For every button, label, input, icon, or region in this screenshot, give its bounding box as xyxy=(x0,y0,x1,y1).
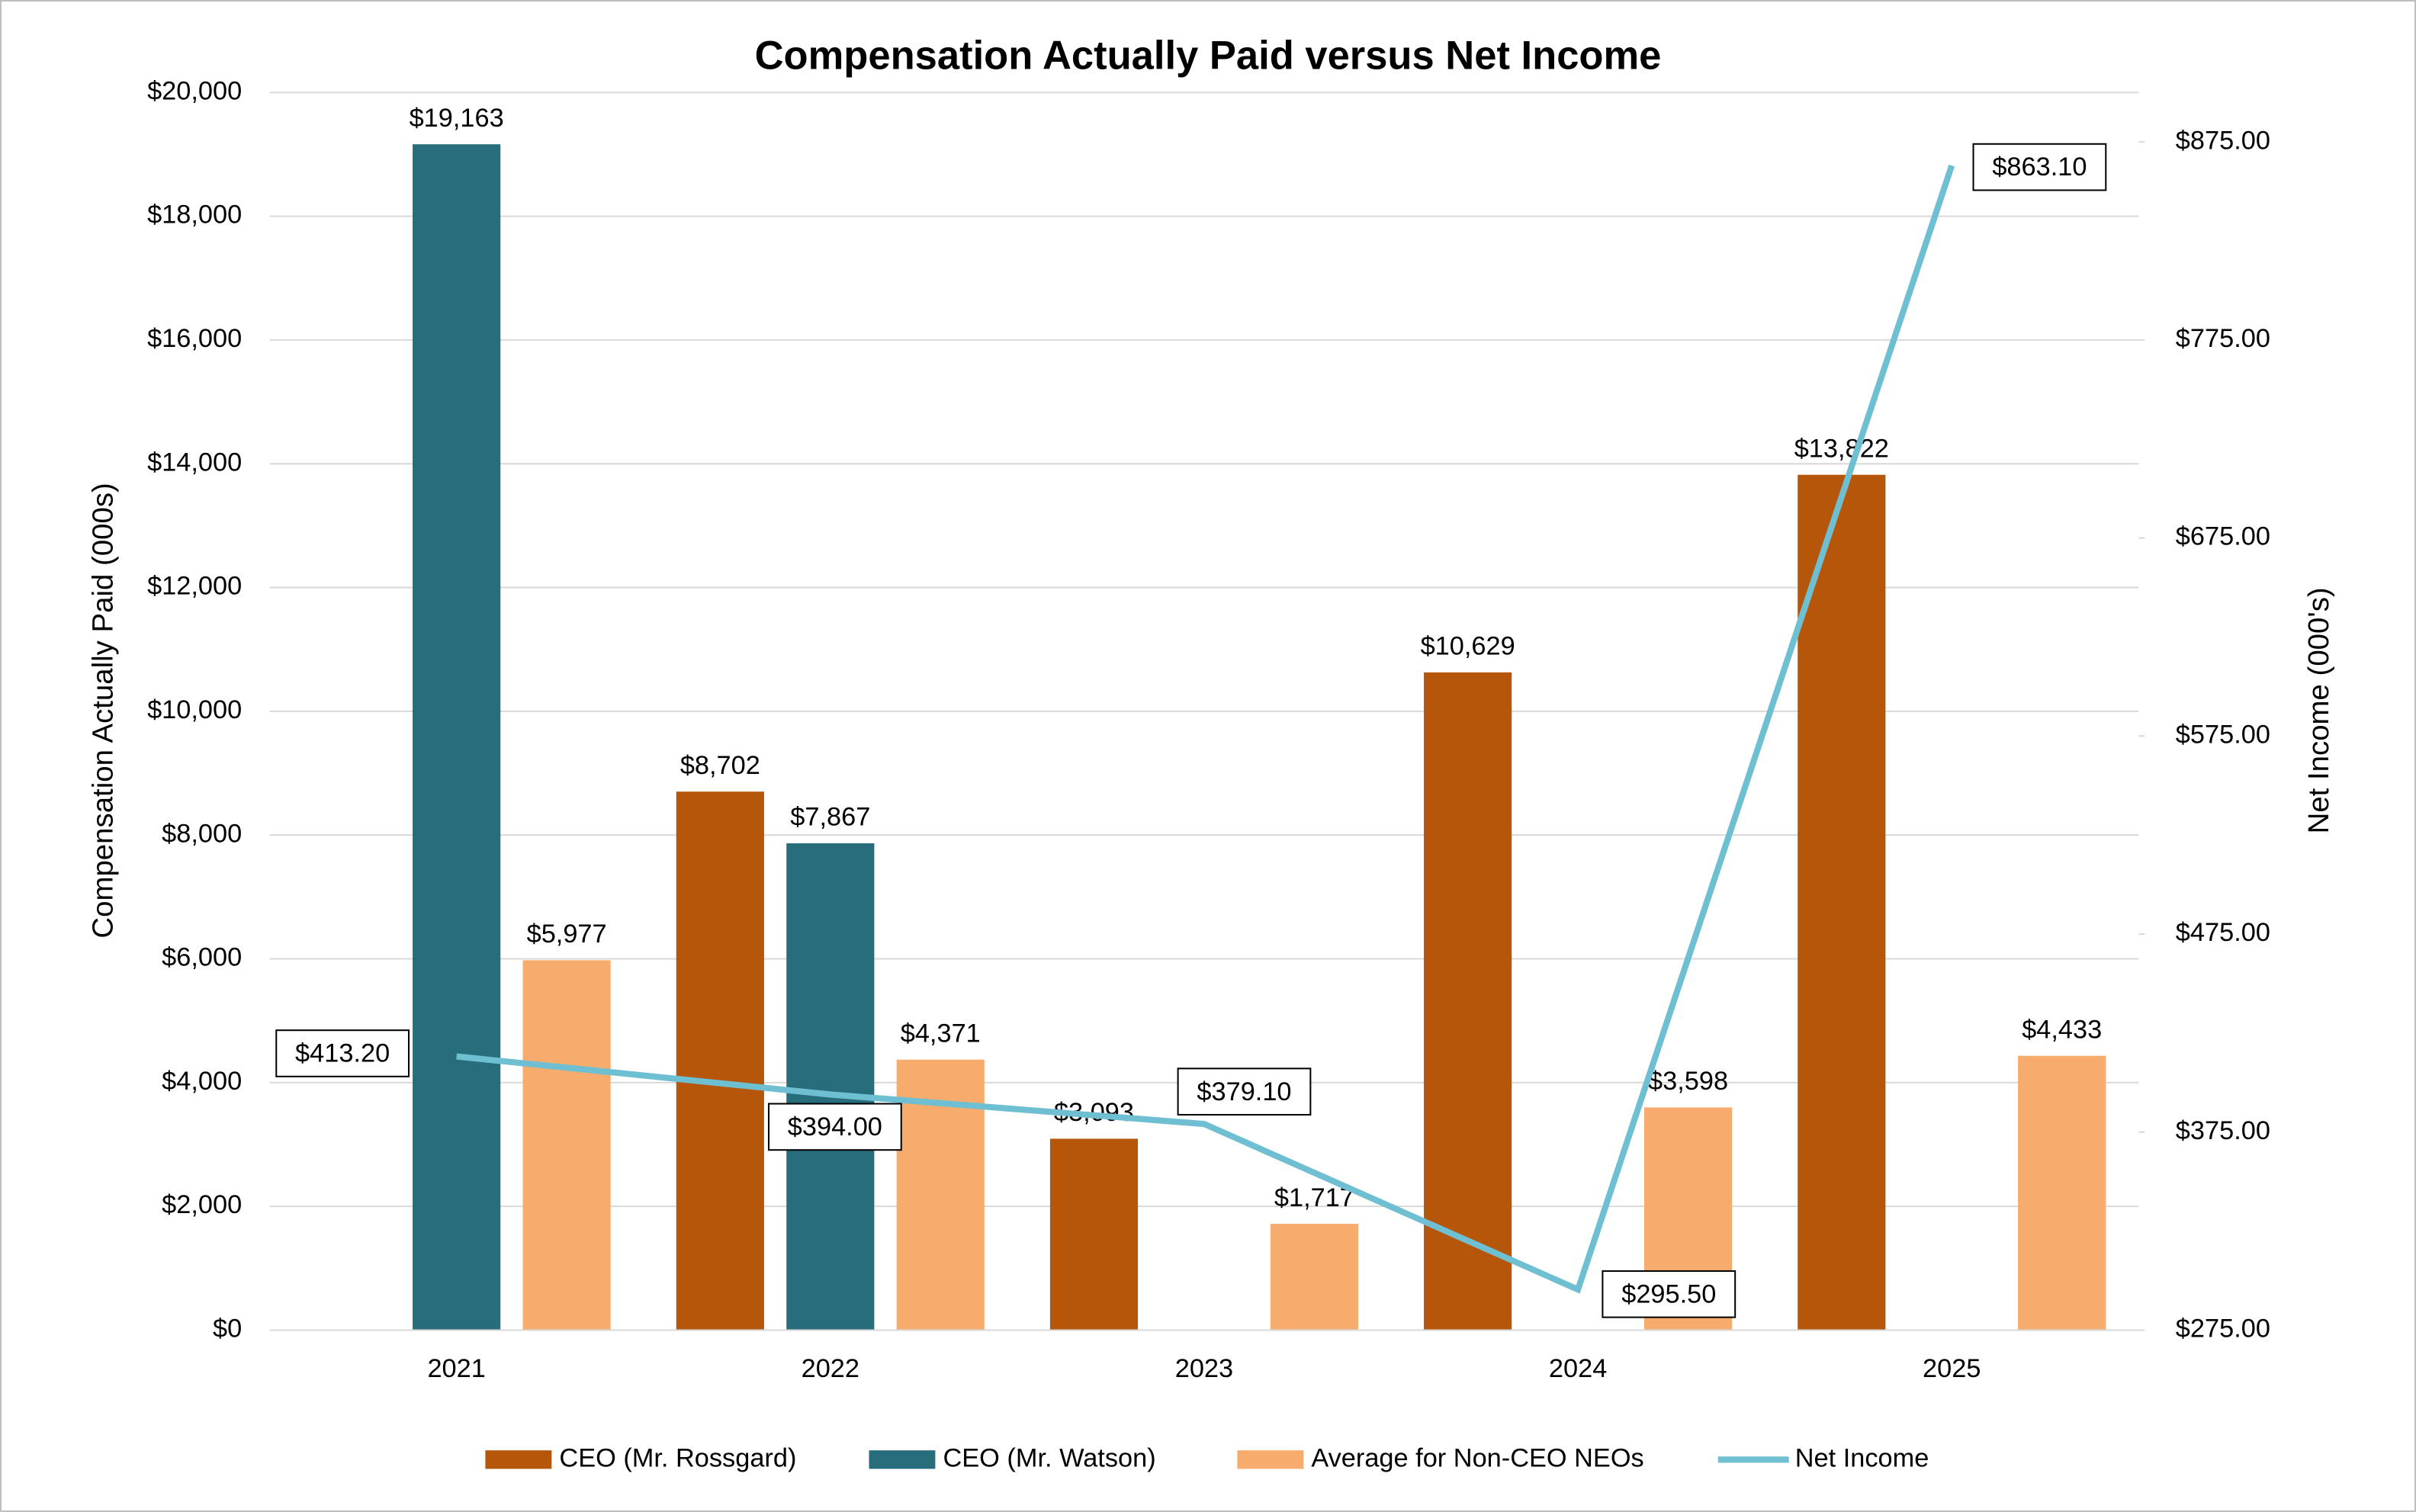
bar-value-label: $4,371 xyxy=(901,1019,981,1048)
line-label-box xyxy=(1177,1067,1312,1116)
y-tick-label: $18,000 xyxy=(147,201,242,230)
legend-label: Net Income xyxy=(1795,1443,1929,1472)
x-tick-label: 2022 xyxy=(802,1354,859,1383)
y2-tick-label: $675.00 xyxy=(2176,522,2270,551)
y-tick-label: $14,000 xyxy=(147,448,242,477)
x-tick-label: 2023 xyxy=(1175,1354,1233,1383)
y-tick-label: $4,000 xyxy=(162,1067,242,1096)
y-tick-label: $0 xyxy=(213,1315,242,1343)
line-value-label: $394.00 xyxy=(788,1112,882,1141)
bar-value-label: $19,163 xyxy=(410,104,504,133)
y2-tick-label: $875.00 xyxy=(2176,126,2270,155)
line-value-label: $413.20 xyxy=(295,1039,390,1068)
y2-tick-label: $775.00 xyxy=(2176,324,2270,353)
y2-tick-label: $475.00 xyxy=(2176,918,2270,947)
bar xyxy=(786,843,875,1331)
y2-tick-label: $275.00 xyxy=(2176,1315,2270,1343)
bar-value-label: $13,822 xyxy=(1794,434,1889,463)
x-tick-label: 2021 xyxy=(427,1354,485,1383)
bar xyxy=(1049,1138,1139,1331)
legend-label: Average for Non-CEO NEOs xyxy=(1311,1443,1643,1472)
line-label-box xyxy=(1602,1270,1736,1318)
y-tick-label: $20,000 xyxy=(147,76,242,105)
bar xyxy=(1798,474,1886,1331)
y-axis-title: Compensation Actually Paid (000s) xyxy=(87,483,120,938)
y2-axis-title: Net Income (000's) xyxy=(2302,587,2335,833)
line-label-box xyxy=(1972,143,2107,191)
bar-value-label: $4,433 xyxy=(2022,1015,2102,1044)
y-tick-label: $8,000 xyxy=(162,819,242,848)
bar xyxy=(1270,1224,1358,1331)
x-tick-label: 2024 xyxy=(1549,1354,1607,1383)
y-tick-label: $12,000 xyxy=(147,572,242,601)
y-tick-label: $16,000 xyxy=(147,324,242,353)
bar xyxy=(2018,1055,2106,1331)
y-tick-label: $2,000 xyxy=(162,1190,242,1219)
bar xyxy=(676,791,764,1331)
bar-value-label: $7,867 xyxy=(790,803,870,832)
bar xyxy=(413,144,501,1331)
legend-label: CEO (Mr. Rossgard) xyxy=(559,1443,796,1472)
line xyxy=(456,164,1955,1294)
legend-label: CEO (Mr. Watson) xyxy=(943,1443,1155,1472)
line-label-box xyxy=(275,1029,410,1077)
legend-swatch xyxy=(1237,1450,1304,1469)
bar xyxy=(522,960,611,1331)
line-label-box xyxy=(767,1103,902,1151)
y2-tick-label: $375.00 xyxy=(2176,1116,2270,1145)
y2-tick-label: $575.00 xyxy=(2176,720,2270,749)
x-tick-label: 2025 xyxy=(1923,1354,1981,1383)
line-value-label: $295.50 xyxy=(1621,1279,1716,1308)
bar-value-label: $1,717 xyxy=(1274,1183,1354,1212)
chart-title: Compensation Actually Paid versus Net In… xyxy=(755,34,1662,79)
bar-value-label: $10,629 xyxy=(1421,632,1515,661)
line-value-label: $379.10 xyxy=(1197,1077,1291,1106)
bar-value-label: $3,598 xyxy=(1648,1067,1728,1096)
bar xyxy=(1424,672,1512,1331)
line-value-label: $863.10 xyxy=(1992,152,2087,181)
bar-value-label: $5,977 xyxy=(527,920,607,949)
y-tick-label: $10,000 xyxy=(147,695,242,724)
y-tick-label: $6,000 xyxy=(162,943,242,972)
bar-value-label: $8,702 xyxy=(680,751,760,780)
legend-swatch xyxy=(869,1450,936,1469)
legend-swatch xyxy=(485,1450,552,1469)
